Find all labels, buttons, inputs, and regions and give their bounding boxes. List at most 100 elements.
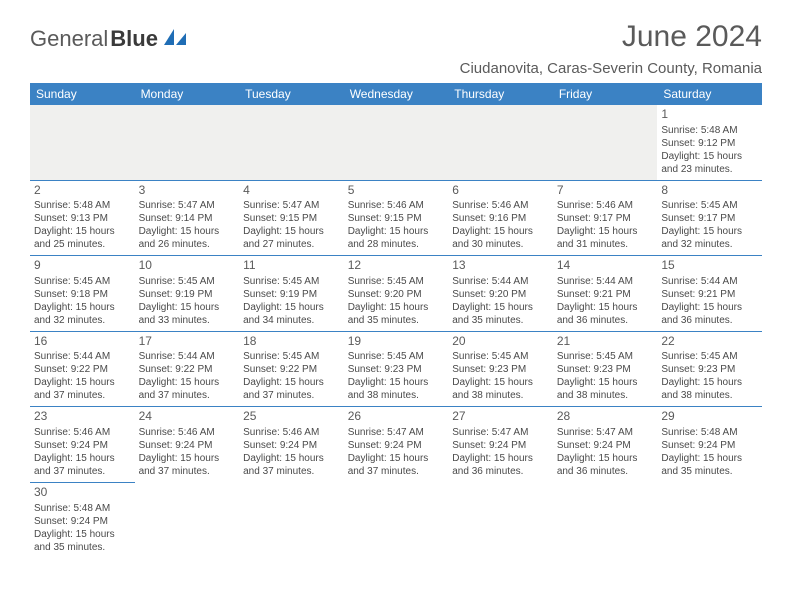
calendar-cell: 1Sunrise: 5:48 AMSunset: 9:12 PMDaylight…: [657, 105, 762, 180]
day-info-line: and 38 minutes.: [348, 389, 445, 402]
calendar-table: SundayMondayTuesdayWednesdayThursdayFrid…: [30, 83, 762, 558]
weekday-header: Sunday: [30, 83, 135, 105]
day-number: 22: [661, 334, 758, 350]
day-info-line: Daylight: 15 hours: [557, 225, 654, 238]
day-info-line: Sunset: 9:17 PM: [557, 212, 654, 225]
day-info-line: Sunrise: 5:48 AM: [34, 199, 131, 212]
day-info-line: Daylight: 15 hours: [34, 452, 131, 465]
calendar-cell: 30Sunrise: 5:48 AMSunset: 9:24 PMDayligh…: [30, 482, 135, 557]
day-number: 6: [452, 183, 549, 199]
day-info-line: and 27 minutes.: [243, 238, 340, 251]
day-info-line: Sunrise: 5:45 AM: [34, 275, 131, 288]
day-info-line: Sunrise: 5:47 AM: [348, 426, 445, 439]
day-number: 25: [243, 409, 340, 425]
day-info-line: Sunrise: 5:45 AM: [557, 350, 654, 363]
day-info-line: Sunset: 9:21 PM: [557, 288, 654, 301]
day-info-line: Sunrise: 5:46 AM: [34, 426, 131, 439]
month-title: June 2024: [460, 20, 762, 54]
day-number: 16: [34, 334, 131, 350]
day-info-line: and 23 minutes.: [661, 163, 758, 176]
day-info-line: Sunrise: 5:48 AM: [34, 502, 131, 515]
calendar-cell: 6Sunrise: 5:46 AMSunset: 9:16 PMDaylight…: [448, 180, 553, 256]
day-info-line: Daylight: 15 hours: [243, 225, 340, 238]
day-info-line: Daylight: 15 hours: [661, 301, 758, 314]
day-info-line: Sunset: 9:24 PM: [139, 439, 236, 452]
weekday-header: Thursday: [448, 83, 553, 105]
day-info-line: Sunrise: 5:47 AM: [452, 426, 549, 439]
day-number: 17: [139, 334, 236, 350]
day-number: 28: [557, 409, 654, 425]
day-info-line: Sunset: 9:24 PM: [34, 439, 131, 452]
calendar-cell-empty: [344, 105, 449, 180]
calendar-cell-empty: [448, 482, 553, 557]
calendar-cell-empty: [344, 482, 449, 557]
calendar-cell: 11Sunrise: 5:45 AMSunset: 9:19 PMDayligh…: [239, 256, 344, 332]
calendar-cell: 2Sunrise: 5:48 AMSunset: 9:13 PMDaylight…: [30, 180, 135, 256]
calendar-cell-empty: [553, 105, 658, 180]
day-info-line: Daylight: 15 hours: [452, 225, 549, 238]
calendar-cell: 27Sunrise: 5:47 AMSunset: 9:24 PMDayligh…: [448, 407, 553, 483]
day-info-line: Daylight: 15 hours: [348, 376, 445, 389]
day-info-line: Sunrise: 5:44 AM: [661, 275, 758, 288]
calendar-cell: 9Sunrise: 5:45 AMSunset: 9:18 PMDaylight…: [30, 256, 135, 332]
day-info-line: Sunset: 9:24 PM: [348, 439, 445, 452]
day-info-line: and 38 minutes.: [452, 389, 549, 402]
sail-icon: [162, 27, 188, 52]
day-info-line: Sunrise: 5:45 AM: [348, 350, 445, 363]
day-info-line: Sunrise: 5:44 AM: [557, 275, 654, 288]
day-info-line: and 36 minutes.: [557, 314, 654, 327]
day-info-line: Daylight: 15 hours: [139, 225, 236, 238]
calendar-cell: 7Sunrise: 5:46 AMSunset: 9:17 PMDaylight…: [553, 180, 658, 256]
logo-text-2: Blue: [110, 26, 158, 52]
day-info-line: Sunrise: 5:48 AM: [661, 124, 758, 137]
day-number: 23: [34, 409, 131, 425]
day-info-line: Daylight: 15 hours: [34, 528, 131, 541]
day-info-line: Sunrise: 5:45 AM: [452, 350, 549, 363]
day-info-line: Sunset: 9:17 PM: [661, 212, 758, 225]
day-info-line: Sunrise: 5:47 AM: [139, 199, 236, 212]
day-info-line: Sunrise: 5:46 AM: [243, 426, 340, 439]
day-number: 26: [348, 409, 445, 425]
day-info-line: Daylight: 15 hours: [34, 301, 131, 314]
calendar-row: 9Sunrise: 5:45 AMSunset: 9:18 PMDaylight…: [30, 256, 762, 332]
weekday-header: Saturday: [657, 83, 762, 105]
logo-text-1: General: [30, 26, 108, 52]
day-info-line: and 28 minutes.: [348, 238, 445, 251]
day-info-line: Sunset: 9:19 PM: [139, 288, 236, 301]
day-number: 18: [243, 334, 340, 350]
calendar-cell: 25Sunrise: 5:46 AMSunset: 9:24 PMDayligh…: [239, 407, 344, 483]
day-info-line: Daylight: 15 hours: [557, 376, 654, 389]
day-info-line: Daylight: 15 hours: [452, 452, 549, 465]
day-info-line: Sunset: 9:15 PM: [243, 212, 340, 225]
day-info-line: Sunset: 9:20 PM: [452, 288, 549, 301]
day-number: 5: [348, 183, 445, 199]
day-number: 29: [661, 409, 758, 425]
day-info-line: Daylight: 15 hours: [139, 301, 236, 314]
day-info-line: Daylight: 15 hours: [661, 376, 758, 389]
day-info-line: Daylight: 15 hours: [452, 376, 549, 389]
calendar-cell: 16Sunrise: 5:44 AMSunset: 9:22 PMDayligh…: [30, 331, 135, 407]
weekday-header: Friday: [553, 83, 658, 105]
calendar-cell: 28Sunrise: 5:47 AMSunset: 9:24 PMDayligh…: [553, 407, 658, 483]
calendar-cell-empty: [30, 105, 135, 180]
day-info-line: Daylight: 15 hours: [557, 301, 654, 314]
logo: GeneralBlue: [30, 26, 188, 52]
day-info-line: and 38 minutes.: [661, 389, 758, 402]
day-info-line: and 25 minutes.: [34, 238, 131, 251]
day-info-line: Daylight: 15 hours: [243, 376, 340, 389]
day-info-line: Sunset: 9:22 PM: [139, 363, 236, 376]
day-info-line: and 37 minutes.: [139, 465, 236, 478]
day-info-line: and 26 minutes.: [139, 238, 236, 251]
day-info-line: and 35 minutes.: [452, 314, 549, 327]
day-info-line: Sunset: 9:23 PM: [661, 363, 758, 376]
day-number: 11: [243, 258, 340, 274]
calendar-cell: 3Sunrise: 5:47 AMSunset: 9:14 PMDaylight…: [135, 180, 240, 256]
day-info-line: Sunrise: 5:44 AM: [34, 350, 131, 363]
day-info-line: Daylight: 15 hours: [139, 376, 236, 389]
day-info-line: and 37 minutes.: [243, 465, 340, 478]
day-info-line: Sunrise: 5:45 AM: [348, 275, 445, 288]
day-info-line: Sunset: 9:23 PM: [557, 363, 654, 376]
calendar-cell: 18Sunrise: 5:45 AMSunset: 9:22 PMDayligh…: [239, 331, 344, 407]
day-info-line: and 37 minutes.: [243, 389, 340, 402]
day-info-line: Sunset: 9:24 PM: [557, 439, 654, 452]
